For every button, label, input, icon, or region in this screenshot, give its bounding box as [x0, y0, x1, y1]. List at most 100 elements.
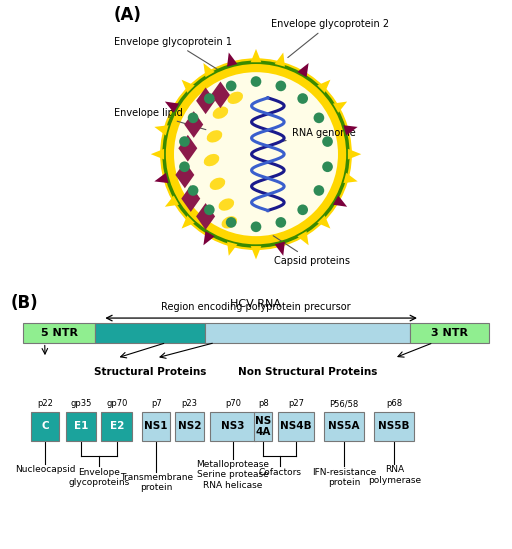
- Text: Transmembrane
protein: Transmembrane protein: [120, 473, 193, 492]
- Polygon shape: [297, 63, 309, 77]
- Circle shape: [226, 217, 237, 228]
- Text: NS2: NS2: [178, 422, 201, 432]
- Bar: [31, 412, 59, 441]
- Circle shape: [179, 136, 190, 147]
- Ellipse shape: [227, 92, 243, 104]
- Polygon shape: [181, 186, 200, 212]
- Text: NS
4A: NS 4A: [255, 416, 271, 437]
- Polygon shape: [165, 102, 179, 113]
- Text: p22: p22: [37, 399, 53, 408]
- Bar: [210, 412, 256, 441]
- Bar: [66, 412, 96, 441]
- Polygon shape: [211, 81, 230, 108]
- Circle shape: [173, 71, 339, 237]
- Text: C: C: [41, 422, 49, 432]
- Bar: [254, 412, 272, 441]
- Text: Metalloprotease
Serine protease
RNA helicase: Metalloprotease Serine protease RNA heli…: [197, 460, 269, 490]
- Polygon shape: [182, 80, 195, 93]
- Polygon shape: [196, 203, 215, 229]
- Ellipse shape: [219, 198, 234, 211]
- Text: Region encoding polyprotein precursor: Region encoding polyprotein precursor: [161, 301, 351, 312]
- Polygon shape: [317, 215, 330, 228]
- Polygon shape: [344, 125, 358, 136]
- Polygon shape: [151, 149, 164, 160]
- Text: Envelope glycoprotein 2: Envelope glycoprotein 2: [271, 19, 389, 58]
- Text: HCV RNA: HCV RNA: [230, 299, 282, 309]
- Text: p7: p7: [151, 399, 161, 408]
- Bar: [101, 412, 132, 441]
- Text: Envelope lipid: Envelope lipid: [114, 108, 206, 130]
- Polygon shape: [333, 195, 347, 207]
- Circle shape: [188, 185, 199, 196]
- Text: gp35: gp35: [70, 399, 92, 408]
- Bar: [374, 412, 414, 441]
- Text: RNA
polymerase: RNA polymerase: [368, 465, 421, 485]
- Ellipse shape: [207, 130, 222, 143]
- Text: p23: p23: [181, 399, 198, 408]
- Circle shape: [297, 204, 308, 215]
- Text: IFN-resistance
protein: IFN-resistance protein: [312, 468, 376, 487]
- Polygon shape: [182, 215, 195, 228]
- Polygon shape: [196, 87, 215, 114]
- Text: (B): (B): [10, 294, 38, 311]
- Text: RNA genome: RNA genome: [280, 128, 355, 142]
- Bar: [278, 412, 314, 441]
- Polygon shape: [165, 195, 179, 207]
- Ellipse shape: [210, 178, 225, 190]
- Polygon shape: [274, 242, 285, 256]
- Circle shape: [313, 113, 324, 123]
- Ellipse shape: [204, 154, 219, 166]
- Circle shape: [322, 136, 333, 147]
- Polygon shape: [154, 125, 168, 136]
- Text: NS5B: NS5B: [378, 422, 410, 432]
- Text: gp70: gp70: [106, 399, 127, 408]
- Polygon shape: [251, 49, 261, 62]
- Circle shape: [251, 76, 261, 87]
- Text: Structural Proteins: Structural Proteins: [94, 367, 206, 377]
- Text: p8: p8: [258, 399, 268, 408]
- Text: NS3: NS3: [221, 422, 245, 432]
- Circle shape: [251, 221, 261, 232]
- Text: Cofactors: Cofactors: [258, 468, 301, 477]
- Text: Capsid proteins: Capsid proteins: [273, 236, 350, 266]
- Bar: [23, 323, 95, 343]
- Polygon shape: [333, 102, 347, 113]
- Bar: [410, 323, 489, 343]
- Bar: [95, 323, 205, 343]
- Text: Envelope glycoprotein 1: Envelope glycoprotein 1: [114, 36, 232, 70]
- Bar: [142, 412, 170, 441]
- Ellipse shape: [222, 216, 237, 228]
- Circle shape: [322, 161, 333, 172]
- Text: (A): (A): [114, 6, 142, 24]
- Circle shape: [226, 81, 237, 91]
- Text: p70: p70: [225, 399, 241, 408]
- Text: NS4B: NS4B: [280, 422, 312, 432]
- Text: p68: p68: [386, 399, 402, 408]
- Polygon shape: [203, 231, 215, 245]
- Polygon shape: [344, 173, 358, 183]
- Polygon shape: [227, 242, 238, 256]
- Polygon shape: [176, 161, 195, 188]
- Circle shape: [275, 81, 286, 91]
- Text: P56/58: P56/58: [329, 399, 359, 408]
- Text: Non Structural Proteins: Non Structural Proteins: [238, 367, 377, 377]
- Text: Nucleocapsid: Nucleocapsid: [15, 465, 75, 474]
- Text: NS1: NS1: [144, 422, 168, 432]
- Polygon shape: [227, 53, 238, 67]
- Text: E2: E2: [110, 422, 124, 432]
- Circle shape: [188, 113, 199, 123]
- Text: E1: E1: [74, 422, 88, 432]
- Bar: [175, 412, 204, 441]
- Polygon shape: [274, 53, 285, 67]
- Polygon shape: [348, 149, 361, 160]
- Bar: [205, 323, 410, 343]
- Ellipse shape: [212, 107, 228, 119]
- Polygon shape: [317, 80, 330, 93]
- Polygon shape: [251, 246, 261, 259]
- Circle shape: [204, 93, 215, 104]
- Polygon shape: [184, 111, 203, 138]
- Text: 5 NTR: 5 NTR: [40, 328, 78, 338]
- Polygon shape: [297, 231, 309, 245]
- Text: NS5A: NS5A: [328, 422, 360, 432]
- Text: Envelope
glycoproteins: Envelope glycoproteins: [68, 468, 130, 487]
